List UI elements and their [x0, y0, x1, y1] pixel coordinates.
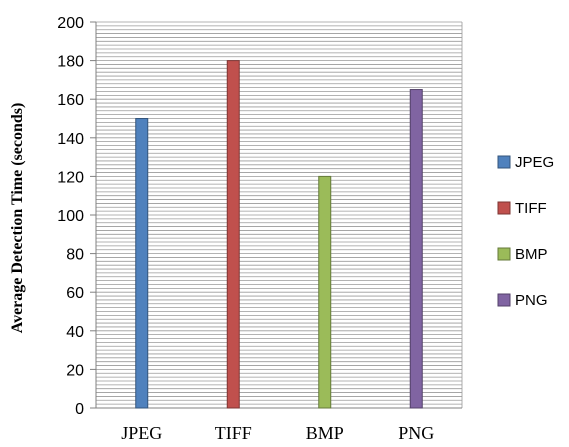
y-axis-ticks: 0 20 40 60 80 100 120 140 160 180 200	[57, 15, 96, 418]
legend: JPEG TIFF BMP PNG	[497, 154, 554, 309]
legend-label: TIFF	[515, 200, 547, 217]
y-axis-title: Average Detection Time (seconds)	[9, 103, 26, 334]
y-tick-label: 120	[57, 169, 84, 186]
bar-tiff	[226, 60, 240, 409]
x-category-label: TIFF	[215, 423, 252, 443]
bar-bmp	[318, 175, 332, 409]
y-tick-label: 0	[75, 401, 84, 418]
y-tick-label: 100	[57, 208, 84, 225]
legend-label: PNG	[515, 292, 548, 309]
y-tick-label: 40	[66, 324, 84, 341]
y-tick-label: 180	[57, 54, 84, 71]
legend-label: JPEG	[515, 154, 554, 171]
legend-swatch-bmp	[497, 247, 511, 261]
x-axis-labels: JPEG TIFF BMP PNG	[121, 423, 434, 443]
y-tick-label: 200	[57, 15, 84, 32]
y-tick-label: 160	[57, 92, 84, 109]
legend-swatch-jpeg	[497, 155, 511, 169]
legend-label: BMP	[515, 246, 548, 263]
legend-swatch-tiff	[497, 201, 511, 215]
x-category-label: JPEG	[121, 423, 162, 443]
bars	[135, 60, 423, 409]
x-category-label: BMP	[306, 423, 344, 443]
y-tick-label: 60	[66, 285, 84, 302]
bar-png	[409, 89, 423, 409]
y-tick-label: 20	[66, 362, 84, 379]
bar-jpeg	[135, 118, 149, 409]
legend-swatch-png	[497, 293, 511, 307]
y-tick-label: 80	[66, 247, 84, 264]
x-category-label: PNG	[398, 423, 434, 443]
grid-lines	[96, 21, 463, 409]
y-tick-label: 140	[57, 131, 84, 148]
